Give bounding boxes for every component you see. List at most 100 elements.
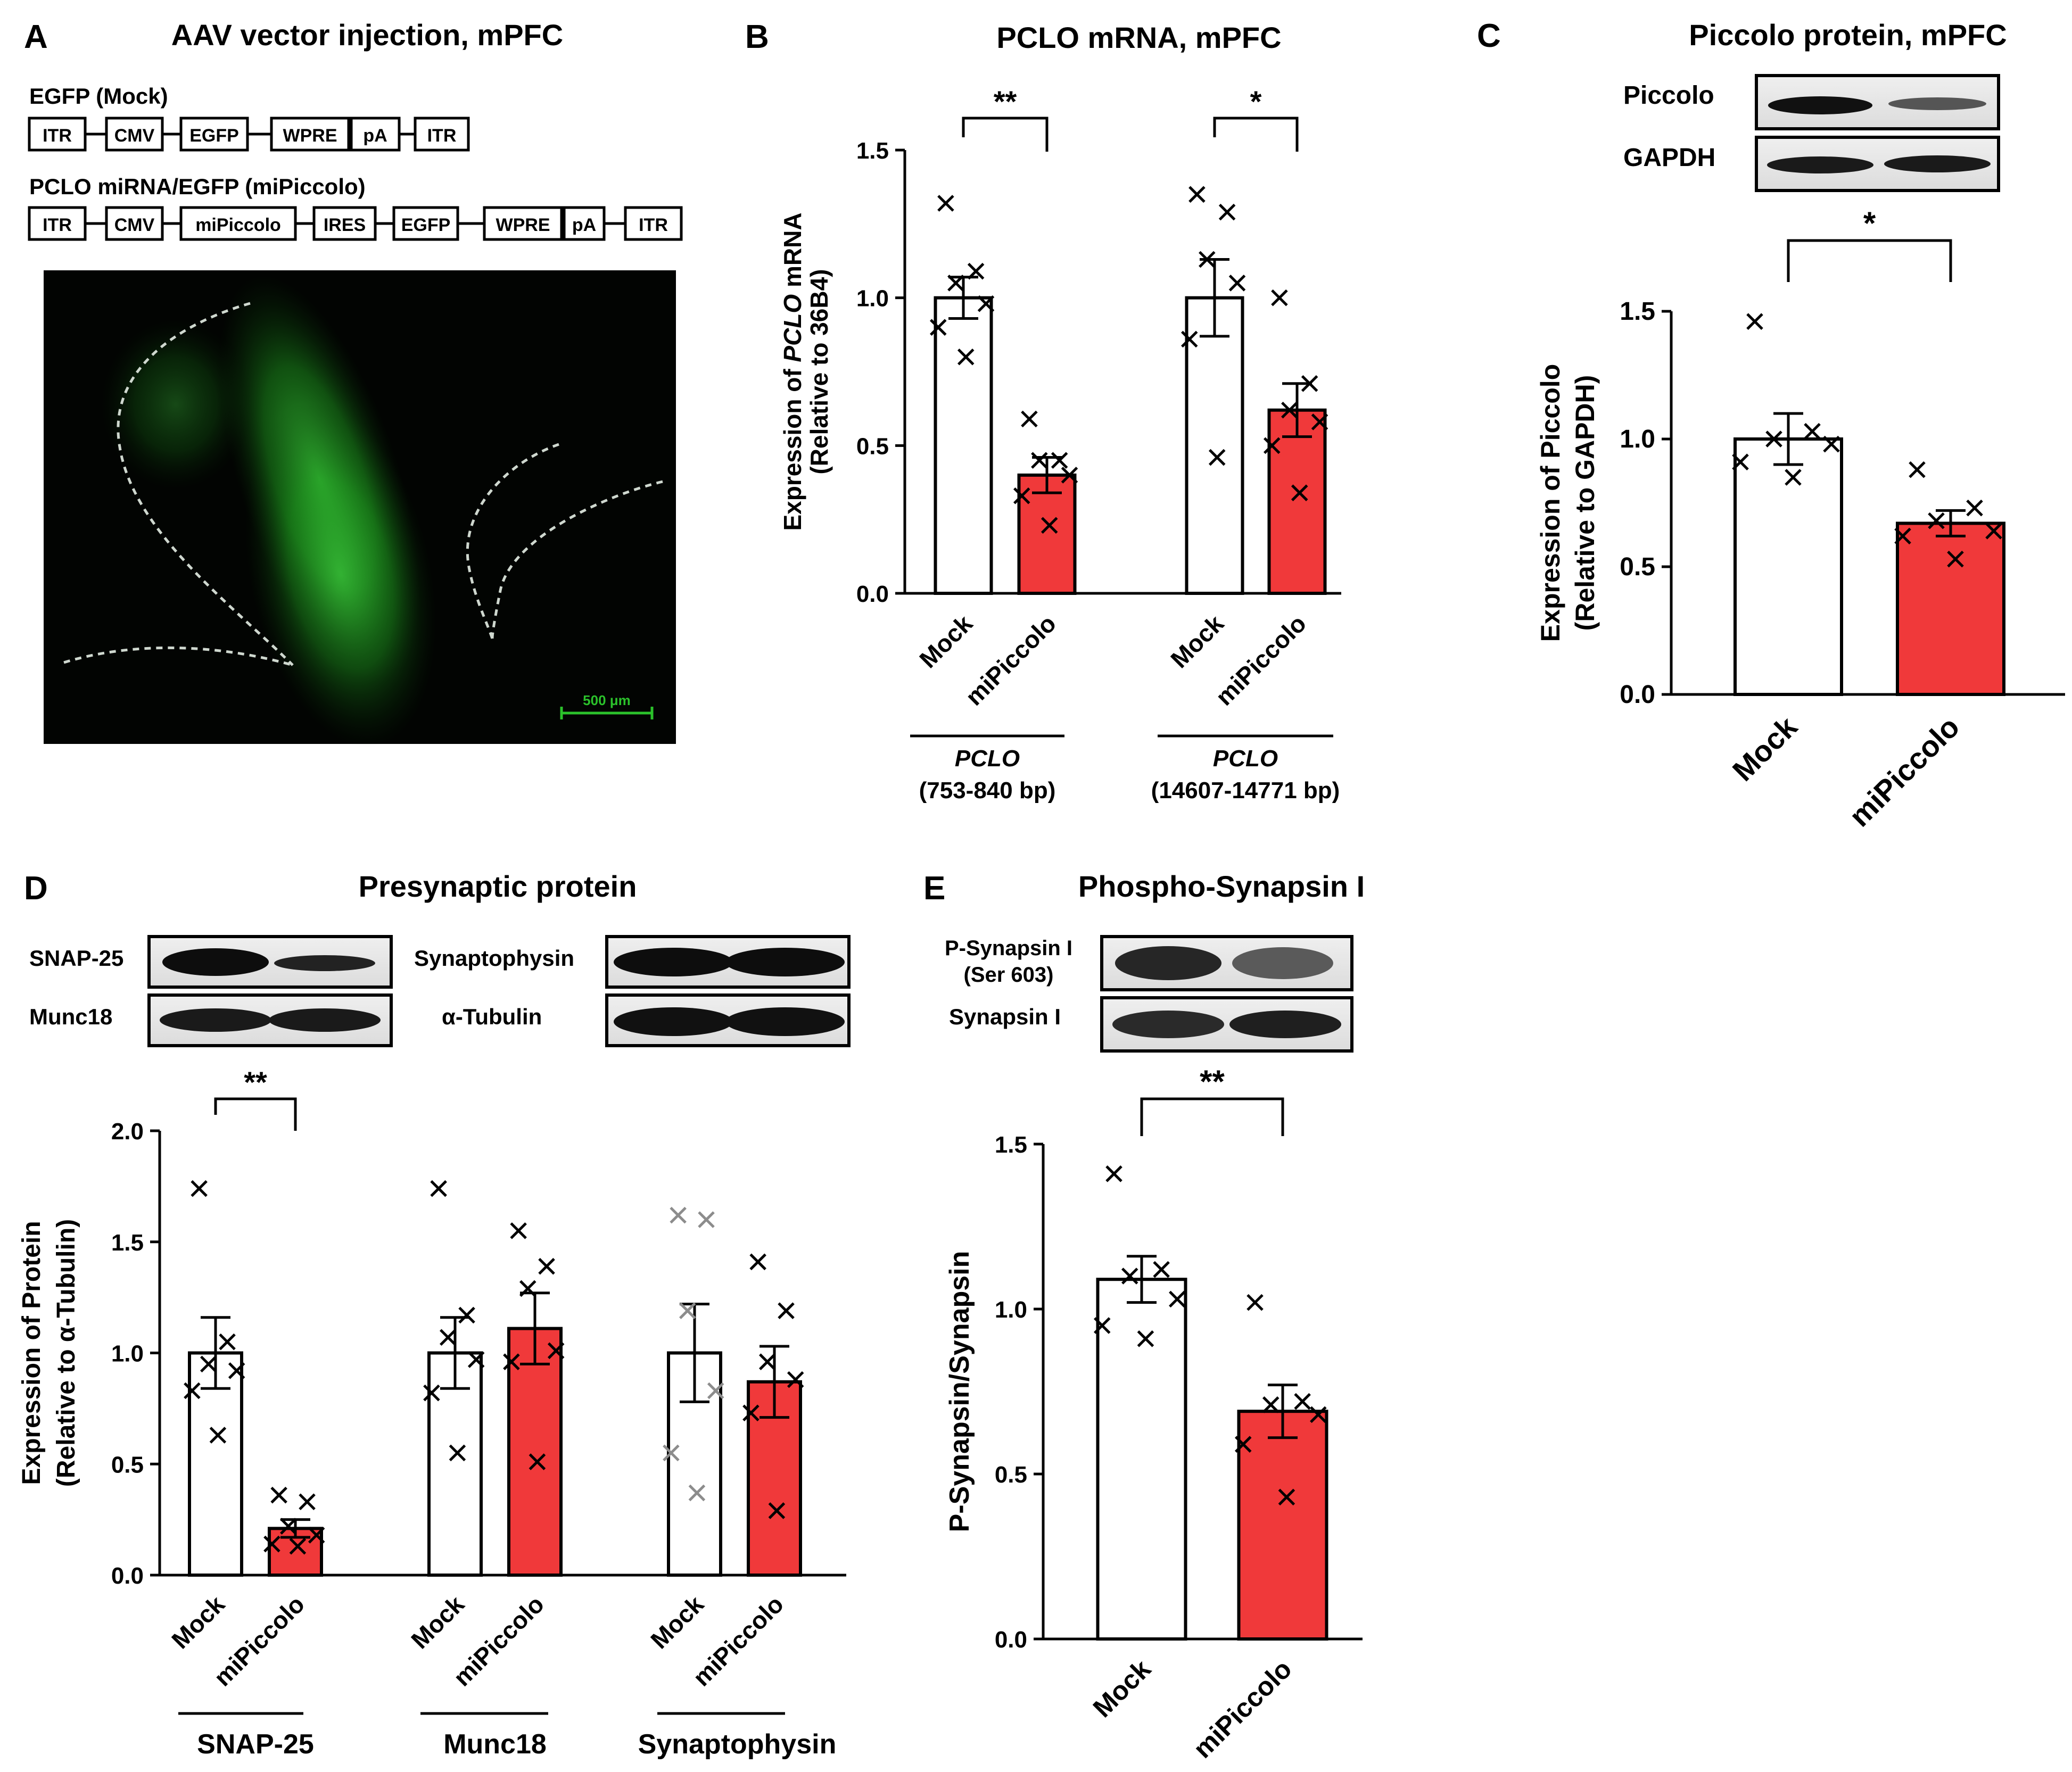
y-axis-label-line2: (Relative to α-Tubulin) [52,1219,80,1487]
data-point [1894,527,1911,545]
data-point-stroke [1262,1396,1279,1413]
data-point [1137,1330,1154,1347]
data-point-stroke [1985,523,2002,540]
group-label: Synaptophysin [638,1729,837,1760]
construct-element-box [414,117,470,152]
data-point-stroke [228,1362,245,1379]
y-tick-label: 1.0 [111,1341,144,1367]
data-point-stroke [929,319,947,336]
panel-letter: D [24,870,48,907]
y-axis-label: P-Synapsin/Synapsin [944,1251,975,1533]
data-point-stroke [1021,410,1038,428]
y-axis-label: Expression of PCLO mRNA [779,212,806,531]
construct-element-label: ITR [427,126,457,146]
data-point-stroke [289,1537,307,1555]
panel-title: AAV vector injection, mPFC [171,18,563,52]
construct-label-mock: EGFP (Mock) [29,84,168,109]
blot-label-synapsin: Synapsin I [949,1004,1061,1029]
data-point [280,1518,297,1535]
significance-bracket [962,117,1049,152]
chart-d: 0.0 0.5 1.0 1.5 2.0 Expression of Protein (Rel… [18,1065,846,1760]
panel-title: Piccolo protein, mPFC [1689,18,2007,52]
panel-b: B PCLO mRNA, mPFC 0.0 0.5 1.0 1.5 Expression… [745,19,1341,804]
construct-element-label: ITR [639,215,668,235]
data-point [1732,453,1749,470]
data-point-stroke [967,262,985,280]
data-point [1093,1317,1111,1334]
y-axis-label-line2: (Relative to 36B4) [805,269,833,474]
data-point [1228,275,1246,292]
panel-letter: E [923,870,945,907]
data-point-stroke [458,1306,475,1324]
data-point [778,1302,795,1319]
bar-mock [1185,296,1244,595]
data-point-stroke [1208,449,1226,466]
x-category-label: Mock [1165,609,1229,673]
construct-element-box [624,206,683,241]
data-point [663,1444,680,1462]
panel-d: D Presynaptic protein SNAP-25 Munc18 Syn… [18,870,851,1760]
data-point [1153,1261,1170,1278]
panel-letter: A [24,19,48,55]
significance-bracket [214,1097,297,1131]
x-category-label: Mock [406,1590,469,1654]
data-point-stroke [768,1502,786,1519]
data-point-stroke [1031,452,1048,469]
data-point [467,1351,485,1368]
data-point [1208,449,1226,466]
western-blot-p-synapsin [1100,935,1353,991]
construct-element-box [392,206,459,241]
y-tick-label: 1.5 [856,138,889,164]
panel-letter: B [745,19,769,55]
significance-label: ** [244,1065,267,1099]
data-point [299,1493,316,1510]
blot-label-alpha-tubulin: α-Tubulin [442,1004,542,1029]
data-point-stroke [698,1211,715,1228]
bar-mock [934,296,993,595]
data-point [1031,452,1048,469]
significance-bracket [1787,239,1952,282]
panel-title: Phospho-Synapsin I [1078,870,1365,903]
data-point-stroke [1785,469,1802,486]
data-point [547,1342,565,1360]
data-point-stroke [679,1302,696,1319]
construct-element-box [563,206,606,241]
western-blot-munc18 [147,993,393,1047]
y-tick-label: 1.5 [1620,297,1655,326]
data-point [1823,435,1840,453]
x-category-label: Mock [645,1590,709,1654]
y-tick-label: 0.5 [856,433,889,459]
data-point [1947,550,1964,568]
data-point-stroke [1804,423,1821,440]
y-tick-label: 0.0 [995,1627,1027,1653]
panel-letter: C [1477,18,1501,54]
data-point-stroke [1765,430,1782,448]
data-point [1218,203,1236,221]
chart-c: 0.0 0.5 1.0 1.5 Expression of Piccolo (Relati… [1536,205,2065,833]
data-point-stroke [787,1371,804,1388]
construct-element-box [105,206,164,241]
data-point [228,1362,245,1379]
data-point-stroke [1041,517,1058,534]
data-point-stroke [1966,499,1983,517]
y-axis-label: Expression of Piccolo [1536,364,1565,642]
data-point-stroke [1188,186,1206,203]
data-point-stroke [1823,435,1840,453]
x-category-label: miPiccolo [1210,609,1311,710]
data-point-stroke [200,1355,217,1373]
data-point [1041,517,1058,534]
data-point [1061,467,1078,484]
construct-element-label: EGFP [189,126,239,146]
data-point-stroke [1894,527,1911,545]
western-blot-piccolo [1755,74,2000,130]
data-point-stroke [440,1329,457,1346]
y-tick-label: 1.5 [111,1230,144,1256]
construct-element-label: ITR [43,126,72,146]
significance-label: ** [994,85,1017,118]
y-tick-label: 0.0 [1620,681,1655,709]
construct-element-label: WPRE [283,126,337,146]
data-point-stroke [1153,1261,1170,1278]
data-point [1291,484,1308,501]
data-point-stroke [1105,1165,1122,1182]
